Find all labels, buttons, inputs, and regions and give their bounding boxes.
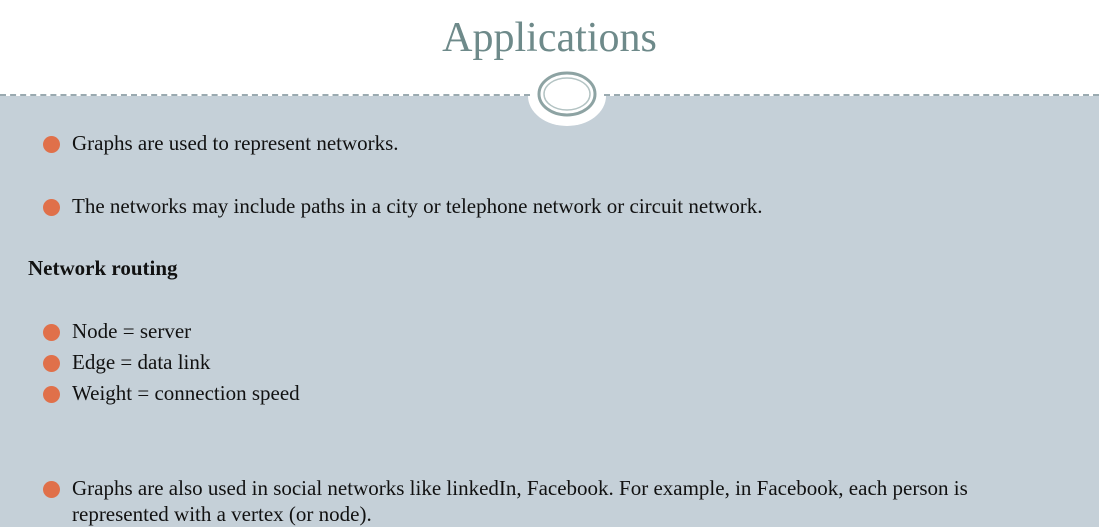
bullet-dot	[43, 355, 60, 372]
divider	[0, 94, 530, 96]
section-heading: Network routing	[28, 256, 178, 280]
ornament	[528, 71, 606, 126]
bullet-text: Edge = data link	[72, 350, 211, 374]
bullet-text: The networks may include paths in a city…	[72, 194, 763, 218]
bullet-text: Node = server	[72, 319, 192, 343]
bullet-text: Graphs are used to represent networks.	[72, 131, 399, 155]
divider	[604, 94, 1099, 96]
bullet-dot	[43, 199, 60, 216]
bullet-dot	[43, 136, 60, 153]
bullet-dot	[43, 481, 60, 498]
bullet-text: represented with a vertex (or node).	[72, 502, 372, 526]
bullet-dot	[43, 386, 60, 403]
ornament-ring	[543, 77, 591, 111]
ornament-ring	[537, 71, 597, 117]
bullet-text: Weight = connection speed	[72, 381, 300, 405]
slide-title: Applications	[442, 15, 657, 61]
bullet-text: Graphs are also used in social networks …	[72, 476, 968, 500]
bullet-dot	[43, 324, 60, 341]
